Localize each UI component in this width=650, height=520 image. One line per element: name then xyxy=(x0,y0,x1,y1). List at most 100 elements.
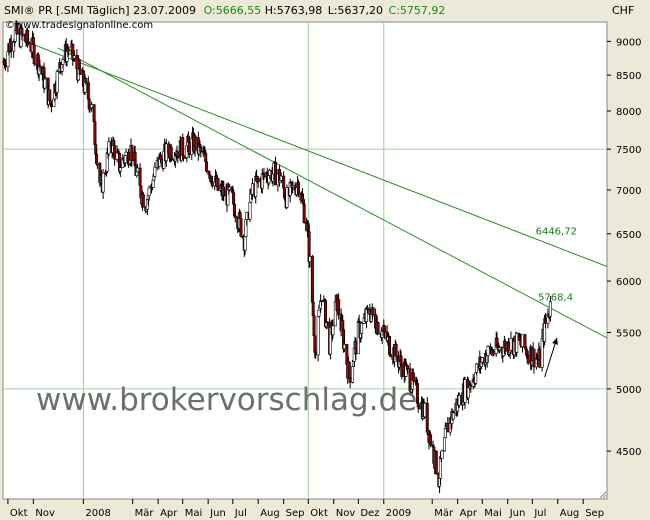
y-tick-label: 5500 xyxy=(616,329,641,340)
candle-body xyxy=(538,348,542,368)
plot-area xyxy=(2,21,608,500)
candle-body xyxy=(492,352,496,355)
candle-body xyxy=(417,406,421,410)
candle-body xyxy=(182,155,186,159)
trend-line-label: 5768,4 xyxy=(538,292,573,303)
candle-body xyxy=(310,256,314,303)
x-tick-label: 2009 xyxy=(386,508,411,519)
candle-body xyxy=(205,161,209,172)
candle-body xyxy=(181,137,185,156)
candle-body xyxy=(308,256,312,263)
trend-line xyxy=(24,40,608,267)
x-tick-label: Mai xyxy=(484,508,502,519)
y-tick-label: 4500 xyxy=(616,447,641,458)
x-tick-label: Okt xyxy=(310,508,328,519)
x-tick-label: Mär xyxy=(135,508,155,519)
candle-body xyxy=(317,309,321,317)
candle-body xyxy=(256,178,260,182)
x-tick-label: Dez xyxy=(360,508,379,519)
candle-body xyxy=(497,347,501,351)
candle-body xyxy=(3,64,7,68)
trend-line xyxy=(57,47,608,339)
candle-body xyxy=(423,402,427,418)
candle-body xyxy=(532,348,536,368)
candle-body xyxy=(9,40,13,52)
trend-line-label: 6446,72 xyxy=(536,227,577,238)
x-tick-label: 2008 xyxy=(85,508,110,519)
candle-body xyxy=(316,315,320,356)
y-tick-label: 8500 xyxy=(616,71,641,82)
resize-grip-icon[interactable] xyxy=(599,491,607,499)
candle-body xyxy=(486,346,490,356)
candle-body xyxy=(239,218,243,237)
header-instrument: SMI® PR [.SMI Täglich] 23.07.2009 O:5666… xyxy=(4,4,445,17)
candle-body xyxy=(118,167,122,172)
candle-body xyxy=(72,55,76,59)
candle-body xyxy=(331,325,335,336)
candle-body xyxy=(443,437,447,452)
candle-body xyxy=(457,395,461,406)
candle-body xyxy=(351,366,355,383)
candle-body xyxy=(210,181,214,187)
candle-body xyxy=(285,187,289,208)
candle-body xyxy=(354,340,358,355)
candle-body xyxy=(21,33,25,36)
candle-body xyxy=(78,68,82,75)
candle-body xyxy=(475,363,479,373)
candle-body xyxy=(388,353,392,357)
candle-body xyxy=(222,186,226,197)
y-tick-label: 7500 xyxy=(616,145,641,156)
y-tick-label: 6500 xyxy=(616,230,641,241)
candle-body xyxy=(429,434,433,446)
candle-body xyxy=(38,65,42,68)
candle-body xyxy=(141,194,145,208)
candle-body xyxy=(164,143,168,161)
candle-body xyxy=(268,170,272,176)
candle-body xyxy=(84,78,88,83)
price-candles xyxy=(2,20,552,494)
candle-body xyxy=(319,300,323,302)
candle-body xyxy=(325,321,329,323)
x-tick-label: Sep xyxy=(286,508,305,519)
x-tick-label: Jul xyxy=(234,508,247,519)
x-tick-label: Sep xyxy=(585,508,604,519)
candle-body xyxy=(44,77,48,80)
candle-body xyxy=(440,450,444,459)
candle-body xyxy=(337,299,341,315)
candle-body xyxy=(371,307,375,315)
y-tick-label: 8000 xyxy=(616,107,641,118)
candle-body xyxy=(159,154,163,160)
candle-body xyxy=(515,333,519,353)
candle-body xyxy=(245,212,249,220)
source-copyright: ©www.tradesignalonline.com xyxy=(5,20,153,31)
candle-body xyxy=(279,175,283,181)
candle-body xyxy=(314,351,318,356)
x-tick-label: Jun xyxy=(209,508,226,519)
x-tick-label: Mär xyxy=(434,508,454,519)
y-tick-label: 9000 xyxy=(616,37,641,48)
candle-body xyxy=(26,41,30,44)
y-tick-label: 6000 xyxy=(616,277,641,288)
candle-body xyxy=(509,338,513,351)
candle-body xyxy=(243,236,247,251)
candle-body xyxy=(130,144,134,161)
candle-body xyxy=(446,423,450,433)
candle-body xyxy=(523,334,527,348)
y-tick-label: 5000 xyxy=(616,385,641,396)
candle-body xyxy=(383,325,387,333)
x-tick-label: Nov xyxy=(35,508,55,519)
candle-body xyxy=(199,146,203,153)
candle-body xyxy=(262,173,266,178)
candle-body xyxy=(342,344,346,350)
candle-body xyxy=(124,151,128,156)
candle-body xyxy=(312,315,316,337)
candle-body xyxy=(123,155,127,164)
candle-body xyxy=(153,166,157,177)
candle-body xyxy=(377,332,381,335)
x-tick-label: Aug xyxy=(260,508,280,519)
candle-body xyxy=(503,341,507,352)
x-tick-label: Nov xyxy=(336,508,356,519)
candle-body xyxy=(228,186,232,191)
candle-body xyxy=(55,71,59,93)
candle-body xyxy=(216,178,220,191)
